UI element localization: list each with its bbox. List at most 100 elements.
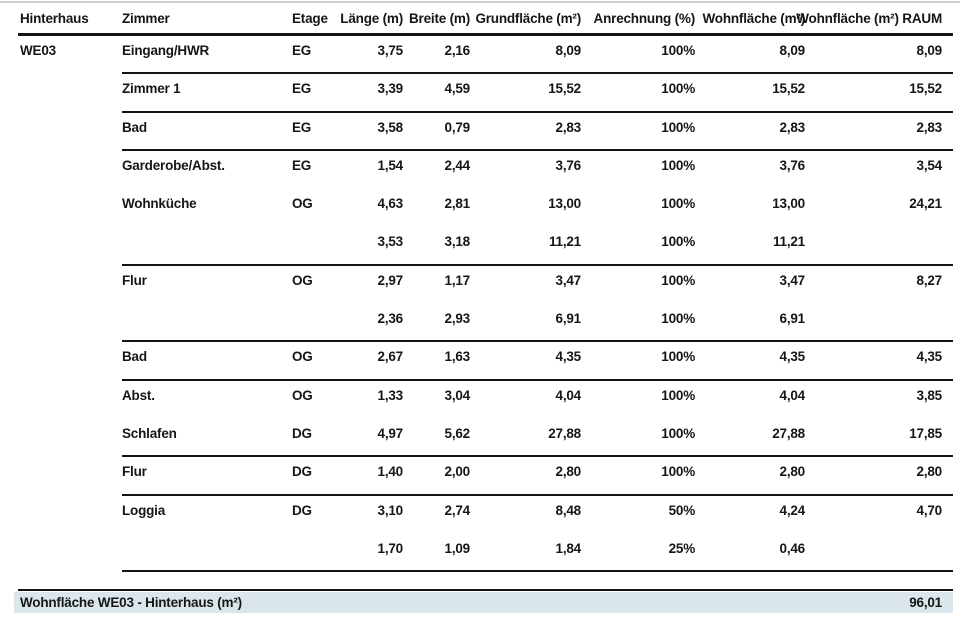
cell-breite: 2,93	[444, 311, 471, 327]
col-header-zimmer: Zimmer	[122, 4, 292, 33]
cell-breite: 1,63	[444, 349, 471, 365]
cell-hinterhaus	[18, 381, 122, 419]
cell-laenge: 3,39	[377, 81, 404, 97]
cell-grundflaeche: 6,91	[555, 311, 582, 327]
cell-hinterhaus	[18, 304, 122, 342]
total-label: Wohnfläche WE03 - Hinterhaus (m²)	[20, 595, 242, 610]
table-row: 2,36 2,93 6,91 100% 6,91	[18, 304, 953, 343]
cell-zimmer: Flur	[122, 464, 147, 480]
cell-wohnflaeche: 13,00	[772, 196, 805, 212]
cell-breite: 2,44	[444, 157, 471, 173]
col-header-anrechnung: Anrechnung (%)	[581, 4, 696, 33]
col-header-label: Etage	[292, 11, 328, 26]
cell-wohnflaeche: 4,24	[779, 502, 806, 518]
cell-laenge: 4,63	[377, 196, 404, 212]
cell-anrechnung: 100%	[661, 464, 695, 480]
table-row: WE03 Eingang/HWR EG 3,75 2,16 8,09 100% …	[18, 36, 953, 75]
cell-wohnflaeche: 3,47	[779, 272, 806, 288]
cell-wohnflaeche-raum	[805, 227, 953, 265]
cell-wohnflaeche: 3,76	[779, 157, 806, 173]
cell-zimmer: Schlafen	[122, 425, 177, 441]
table-row: 1,70 1,09 1,84 25% 0,46	[18, 534, 953, 573]
cell-grundflaeche: 1,84	[555, 540, 582, 556]
cell-etage: EG	[292, 43, 312, 58]
cell-anrechnung: 100%	[661, 157, 695, 173]
cell-breite: 1,09	[444, 540, 471, 556]
cell-hinterhaus	[18, 419, 122, 457]
cell-laenge: 2,67	[377, 349, 404, 365]
cell-zimmer	[122, 227, 292, 265]
cell-anrechnung: 100%	[661, 119, 695, 135]
cell-wohnflaeche-raum: 3,85	[916, 387, 943, 403]
col-header-label: Länge (m)	[340, 11, 403, 26]
cell-wohnflaeche-raum: 2,80	[916, 464, 943, 480]
cell-wohnflaeche: 8,09	[779, 43, 806, 58]
cell-wohnflaeche-raum: 17,85	[909, 425, 942, 441]
cell-etage: OG	[292, 387, 313, 403]
cell-wohnflaeche: 0,46	[779, 540, 806, 556]
table-row: Abst. OG 1,33 3,04 4,04 100% 4,04 3,85	[18, 381, 953, 419]
cell-breite: 1,17	[444, 272, 471, 288]
cell-breite: 0,79	[444, 119, 471, 135]
cell-breite: 2,00	[444, 464, 471, 480]
cell-hinterhaus	[18, 457, 122, 495]
cell-wohnflaeche-raum: 3,54	[916, 157, 943, 173]
table-header-row: Hinterhaus Zimmer Etage Länge (m) Breite…	[18, 4, 953, 36]
cell-grundflaeche: 3,76	[555, 157, 582, 173]
cell-grundflaeche: 15,52	[548, 81, 581, 97]
cell-wohnflaeche: 6,91	[779, 311, 806, 327]
cell-grundflaeche: 2,83	[555, 119, 582, 135]
cell-hinterhaus	[18, 74, 122, 112]
table-row: Zimmer 1 EG 3,39 4,59 15,52 100% 15,52 1…	[18, 74, 953, 113]
col-header-label: Breite (m)	[408, 11, 470, 26]
cell-zimmer	[122, 534, 292, 572]
cell-zimmer: Bad	[122, 119, 147, 135]
cell-grundflaeche: 11,21	[548, 234, 581, 250]
cell-wohnflaeche: 11,21	[772, 234, 805, 250]
table-row: Loggia DG 3,10 2,74 8,48 50% 4,24 4,70	[18, 496, 953, 534]
cell-anrechnung: 100%	[661, 81, 695, 97]
cell-etage	[292, 534, 342, 572]
cell-breite: 2,16	[444, 43, 471, 58]
cell-wohnflaeche-raum	[805, 534, 953, 572]
cell-zimmer	[122, 304, 292, 342]
col-header-wohnflaeche-raum: Wohnfläche (m²) RAUM	[796, 4, 953, 33]
cell-etage: DG	[292, 425, 312, 441]
cell-hinterhaus	[18, 496, 122, 534]
cell-hinterhaus	[18, 189, 122, 227]
cell-hinterhaus	[18, 151, 122, 189]
cell-laenge: 1,54	[377, 157, 404, 173]
table-row: Flur DG 1,40 2,00 2,80 100% 2,80 2,80	[18, 457, 953, 496]
col-header-label: Wohnfläche (m²) RAUM	[796, 11, 942, 26]
col-header-etage: Etage	[292, 4, 342, 33]
cell-etage: OG	[292, 196, 313, 212]
cell-wohnflaeche: 4,35	[779, 349, 806, 365]
cell-laenge: 2,97	[377, 272, 404, 288]
col-header-breite: Breite (m)	[403, 4, 470, 33]
cell-anrechnung: 100%	[661, 425, 695, 441]
cell-wohnflaeche: 15,52	[772, 81, 805, 97]
cell-wohnflaeche: 4,04	[779, 387, 806, 403]
cell-hinterhaus	[18, 227, 122, 265]
cell-etage: OG	[292, 272, 313, 288]
cell-breite: 2,74	[444, 502, 471, 518]
col-header-label: Zimmer	[122, 11, 170, 26]
col-header-label: Grundfläche (m²)	[475, 11, 581, 26]
cell-grundflaeche: 4,35	[555, 349, 582, 365]
cell-laenge: 1,70	[377, 540, 404, 556]
cell-laenge: 2,36	[377, 311, 404, 327]
area-table: Hinterhaus Zimmer Etage Länge (m) Breite…	[18, 4, 953, 573]
table-row: Flur OG 2,97 1,17 3,47 100% 3,47 8,27	[18, 266, 953, 304]
cell-wohnflaeche-raum: 24,21	[909, 196, 942, 212]
cell-wohnflaeche-raum: 2,83	[916, 119, 943, 135]
table-row: 3,53 3,18 11,21 100% 11,21	[18, 227, 953, 267]
cell-zimmer: Abst.	[122, 387, 155, 403]
cell-zimmer: Flur	[122, 272, 147, 288]
cell-etage: EG	[292, 157, 312, 173]
cell-anrechnung: 100%	[661, 311, 695, 327]
cell-anrechnung: 100%	[661, 387, 695, 403]
cell-laenge: 3,53	[377, 234, 404, 250]
cell-anrechnung: 100%	[661, 272, 695, 288]
col-header-laenge: Länge (m)	[340, 4, 403, 33]
